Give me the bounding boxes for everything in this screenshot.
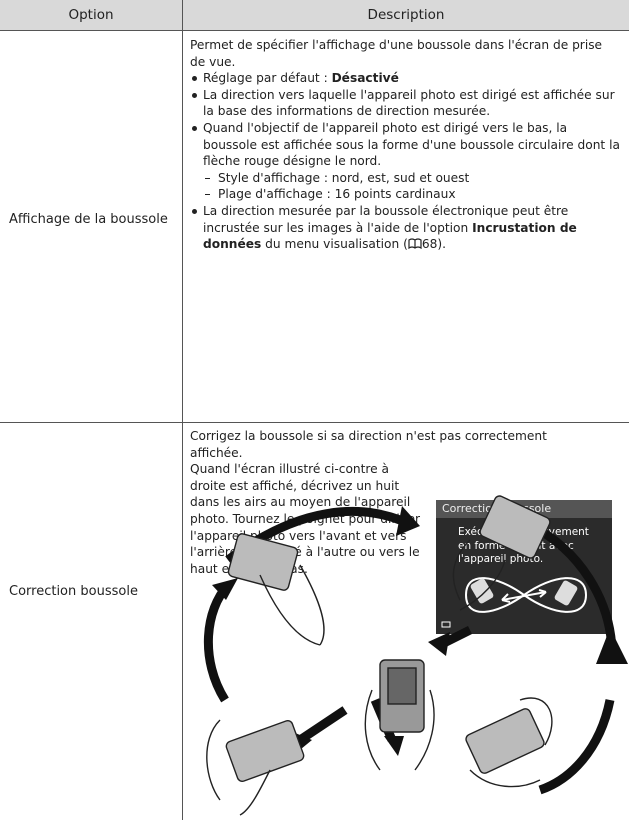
paragraph: Quand l'écran illustré ci-contre à droit… <box>190 462 421 576</box>
sub-item: Style d'affichage : nord, est, sud et ou… <box>190 170 620 187</box>
description: Permet de spécifier l'affichage d'une bo… <box>190 37 620 253</box>
bullet: Réglage par défaut : Désactivé <box>190 70 620 87</box>
text: ). <box>437 237 447 252</box>
text: Réglage par défaut : <box>203 71 332 86</box>
figure-eight <box>441 577 588 628</box>
option-label: Correction boussole <box>9 584 138 599</box>
book-icon <box>408 238 422 250</box>
bold-text: Désactivé <box>331 71 399 86</box>
column-divider <box>182 0 183 820</box>
text: La direction vers laquelle l'appareil ph… <box>203 87 615 119</box>
text: Quand l'objectif de l'appareil photo est… <box>203 120 620 169</box>
camera-screen: Correction boussole Exécutez un mouvemen… <box>436 500 612 634</box>
text: 68 <box>421 237 438 252</box>
header-cell: Option <box>0 0 182 31</box>
bold-text: Incrustation de données <box>203 220 577 252</box>
header-text: Description <box>367 6 445 23</box>
header-text: Option <box>68 6 114 23</box>
intro: Corrigez la boussole si sa direction n'e… <box>190 429 547 460</box>
sub-item: Plage d'affichage : 16 points cardinaux <box>190 186 620 203</box>
bullet-list: Réglage par défaut : Désactivé La directi… <box>190 70 620 253</box>
row-divider <box>0 422 629 423</box>
bullet: La direction mesurée par la boussole éle… <box>190 203 620 253</box>
header-cell: Description <box>183 0 629 31</box>
bullet: Quand l'objectif de l'appareil photo est… <box>190 120 620 170</box>
text: du menu visualisation ( <box>261 237 408 252</box>
text: La direction mesurée par la boussole éle… <box>203 203 569 235</box>
option-label: Affichage de la boussole <box>9 212 168 227</box>
intro: Permet de spécifier l'affichage d'une bo… <box>190 38 603 69</box>
bullet: La direction vers laquelle l'appareil ph… <box>190 87 620 120</box>
